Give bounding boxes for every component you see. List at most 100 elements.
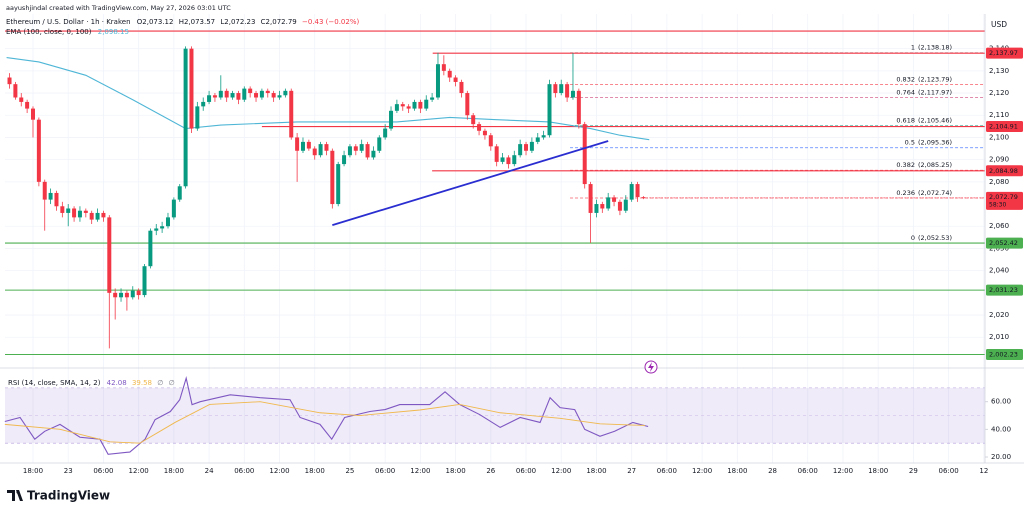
candle-body [482, 130, 487, 136]
alert-bolt[interactable] [648, 362, 654, 372]
level-label: 2,002.23 [989, 350, 1018, 358]
trendline [332, 140, 609, 227]
y-tick-label: 2,120 [989, 89, 1009, 97]
candle-body [606, 197, 611, 209]
fib-label: 0.382 (2,085.25) [896, 161, 952, 169]
candle-body [171, 199, 176, 218]
alert-icon[interactable] [644, 360, 658, 374]
fib-ratio: 0.764 [896, 89, 915, 97]
candle-body [629, 184, 634, 200]
fib-label: 0.5 (2,095.36) [905, 139, 952, 147]
fib-ratio: 0 [911, 234, 915, 242]
candle-body [148, 230, 153, 267]
candle-body [342, 155, 347, 165]
candle-body [119, 292, 124, 298]
candle-body [471, 115, 476, 125]
candle-body [289, 90, 294, 138]
candle-body [353, 146, 358, 151]
y-tick-label: 2,020 [989, 311, 1009, 319]
level-label: 2,084.98 [989, 167, 1018, 175]
fib-ratio: 0.832 [896, 76, 915, 84]
candle-body [107, 217, 112, 293]
candle-body [183, 48, 188, 187]
x-tick-label: 12:00 [692, 467, 712, 475]
symbol-line: Ethereum / U.S. Dollar · 1h · Kraken O2,… [6, 18, 359, 26]
y-tick-label: 2,130 [989, 67, 1009, 75]
candle-body [412, 101, 417, 109]
fib-price: (2,117.97) [918, 89, 952, 97]
ema-label: EMA (100, close, 0, 100) [6, 28, 92, 36]
candle-body [383, 128, 388, 138]
candle-body [230, 93, 235, 98]
candle-body [588, 184, 593, 213]
candle-body [553, 84, 558, 94]
candle-body [494, 146, 499, 162]
candle-body [623, 199, 628, 211]
x-tick-label: 12:00 [833, 467, 853, 475]
y-tick-label: 2,090 [989, 156, 1009, 164]
candle-body [400, 104, 405, 107]
candle-body [330, 150, 335, 205]
fib-label: 0.236 (2,072.74) [896, 189, 952, 197]
x-tick-label: 12 [979, 467, 988, 475]
candle-body [13, 84, 18, 98]
brand: TradingView [27, 489, 110, 503]
candle-body [347, 146, 352, 156]
candle-body [512, 155, 517, 165]
candle-body [447, 70, 452, 78]
level-label-box [986, 47, 1023, 59]
level-label-box [986, 237, 1023, 249]
x-tick-label: 06:00 [516, 467, 536, 475]
x-tick-label: 06:00 [939, 467, 959, 475]
candle-body [19, 97, 24, 102]
candle-body [365, 144, 370, 158]
x-tick-label: 06:00 [93, 467, 113, 475]
candle-body [83, 210, 88, 213]
y-tick-label: 2,040 [989, 267, 1009, 275]
candle-body [424, 99, 429, 109]
candle-body [359, 144, 364, 151]
candle-body [283, 90, 288, 96]
fib-label: 0 (2,052.53) [911, 234, 952, 242]
x-tick-label: 06:00 [657, 467, 677, 475]
candle-body [435, 64, 440, 98]
y-tick-label: 2,080 [989, 178, 1009, 186]
rsi-line [4, 375, 649, 455]
level-label-box [986, 121, 1023, 133]
candle-body [218, 90, 223, 98]
level-label: 2,031.23 [989, 286, 1018, 294]
fib-price: (2,072.74) [918, 189, 952, 197]
fib-label: 0.618 (2,105.46) [896, 116, 952, 124]
fib-label: 0.832 (2,123.79) [896, 76, 952, 84]
change-label: −0.43 (−0.02%) [302, 18, 360, 26]
candle-body [201, 101, 206, 107]
x-tick-label: 18:00 [586, 467, 606, 475]
candle-body [271, 93, 276, 98]
candle-body [617, 201, 622, 211]
symbol: Ethereum / U.S. Dollar · 1h · Kraken [6, 18, 131, 26]
open-label: O2,073.12 [137, 18, 174, 26]
x-tick-label: 24 [205, 467, 214, 475]
candle-body [212, 95, 217, 98]
candle-body [224, 90, 229, 98]
high-label: H2,073.57 [179, 18, 215, 26]
candle-body [207, 95, 212, 102]
fib-ratio: 0.236 [896, 189, 915, 197]
candle-body [441, 64, 446, 71]
fib-price: (2,085.25) [918, 161, 952, 169]
candle-body [300, 141, 305, 151]
candle-body [506, 157, 511, 165]
last-price-box [986, 191, 1023, 210]
candle-body [465, 93, 470, 116]
candle-body [130, 290, 135, 298]
candle-body [430, 97, 435, 100]
candle-body [518, 144, 523, 156]
candle-body [336, 164, 341, 205]
x-tick-label: 12:00 [551, 467, 571, 475]
fib-price: (2,052.53) [918, 234, 952, 242]
x-tick-label: 18:00 [164, 467, 184, 475]
candle-body [594, 204, 599, 213]
rsi-empty-2: ∅ [169, 379, 175, 387]
candle-body [95, 212, 100, 220]
